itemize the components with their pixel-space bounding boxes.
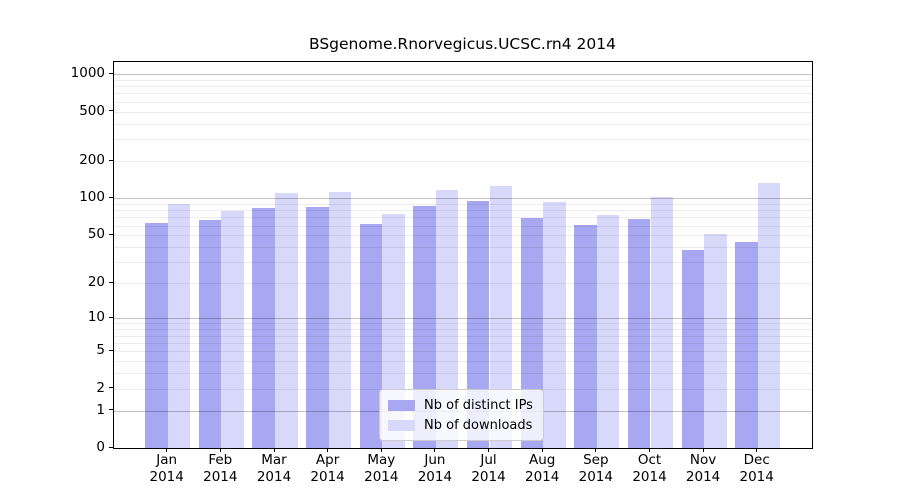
bar-distinct-ips-feb: [198, 219, 222, 448]
gridline-major: [114, 198, 812, 200]
x-tick-label-month: Nov: [689, 452, 717, 468]
bar-distinct-ips-jan: [145, 222, 168, 448]
plot-area: Nb of distinct IPs Nb of downloads: [113, 61, 813, 449]
bar-downloads-sep: [596, 215, 620, 448]
bar-distinct-ips-mar: [252, 207, 275, 448]
gridline-minor: [114, 111, 812, 113]
x-tick-label-month: Mar: [261, 452, 287, 468]
gridline-minor: [114, 210, 812, 212]
bar-downloads-feb: [221, 210, 244, 448]
x-tick-label: Sep 2014: [564, 452, 628, 486]
bar-downloads-nov: [704, 234, 727, 448]
x-tick-label: Jul 2014: [457, 452, 521, 486]
bar-distinct-ips-sep: [574, 224, 597, 448]
x-tick-label-year: 2014: [471, 469, 506, 485]
y-tick-label: 0: [96, 439, 105, 455]
x-tick-label-month: May: [367, 452, 396, 468]
x-tick-label: Dec 2014: [725, 452, 789, 486]
legend-row-distinct-ips: Nb of distinct IPs: [388, 395, 533, 415]
y-tick-label: 100: [79, 189, 105, 206]
chart-title: BSgenome.Rnorvegicus.UCSC.rn4 2014: [308, 35, 616, 53]
y-tick-label: 20: [87, 274, 105, 291]
legend: Nb of distinct IPs Nb of downloads: [379, 389, 544, 441]
gridline-minor: [114, 123, 812, 125]
y-tick-label: 50: [87, 226, 105, 243]
legend-row-downloads: Nb of downloads: [388, 415, 533, 435]
bar-distinct-ips-dec: [735, 242, 758, 448]
x-tick-label-month: Aug: [529, 452, 556, 468]
bar-distinct-ips-jun: [413, 206, 436, 448]
x-tick-label-month: Feb: [208, 452, 233, 468]
x-tick-label-month: Dec: [743, 452, 770, 468]
x-tick-label: Nov 2014: [671, 452, 735, 486]
x-tick-label: Jun 2014: [403, 452, 467, 486]
bar-downloads-oct: [650, 196, 674, 448]
x-tick-label: Feb 2014: [188, 452, 252, 486]
bar-downloads-jul: [489, 186, 513, 448]
y-tick-label: 5: [96, 342, 105, 358]
bar-distinct-ips-apr: [306, 206, 329, 448]
x-tick-label-month: Jan: [156, 452, 178, 468]
x-tick-label-year: 2014: [632, 469, 667, 485]
gridline-minor: [114, 161, 812, 162]
gridline-minor: [114, 86, 812, 88]
legend-swatch-downloads: [388, 419, 415, 431]
bar-downloads-aug: [543, 202, 566, 448]
x-tick-label-month: Jun: [424, 452, 446, 468]
x-tick-label-year: 2014: [256, 469, 292, 485]
x-tick-label-year: 2014: [739, 469, 774, 485]
x-tick-label-year: 2014: [417, 469, 453, 485]
x-tick-label-year: 2014: [578, 469, 613, 485]
x-tick-label: Jan 2014: [135, 452, 199, 486]
x-tick-label-year: 2014: [149, 469, 184, 485]
y-tick-label: 10: [87, 309, 105, 326]
x-tick-label-month: Oct: [637, 452, 662, 468]
y-tick-label: 2: [96, 379, 105, 396]
x-tick-label-year: 2014: [525, 469, 560, 485]
x-tick-label-month: Apr: [315, 452, 340, 468]
gridline-minor: [114, 79, 812, 81]
x-tick-label: Mar 2014: [242, 452, 306, 486]
gridline-major: [114, 74, 812, 76]
x-tick-label: Aug 2014: [510, 452, 574, 486]
legend-label-downloads: Nb of downloads: [424, 417, 533, 433]
gridline-minor: [114, 101, 812, 103]
bar-downloads-mar: [275, 193, 298, 448]
bar-distinct-ips-may: [359, 223, 383, 448]
bar-downloads-jan: [167, 204, 191, 448]
bar-distinct-ips-oct: [627, 218, 651, 448]
bar-downloads-jun: [435, 190, 459, 448]
x-tick-label-year: 2014: [364, 469, 399, 485]
x-tick-label: Apr 2014: [296, 452, 360, 486]
bar-downloads-apr: [328, 192, 352, 448]
bar-distinct-ips-jul: [466, 201, 490, 448]
legend-label-distinct-ips: Nb of distinct IPs: [424, 397, 533, 413]
gridline-minor: [114, 217, 812, 219]
x-tick-label: Oct 2014: [618, 452, 682, 486]
bar-distinct-ips-nov: [681, 249, 705, 448]
x-tick-label-month: Jul: [480, 452, 497, 468]
x-tick-label-year: 2014: [203, 469, 238, 485]
bar-downloads-dec: [757, 182, 781, 448]
y-tick-label: 1000: [70, 65, 105, 82]
x-tick-label: May 2014: [349, 452, 413, 486]
y-tick-label: 500: [79, 102, 105, 119]
x-tick-label-year: 2014: [310, 469, 345, 485]
x-tick-label-month: Sep: [583, 452, 609, 468]
y-tick-label: 1: [96, 401, 105, 418]
gridline-minor: [114, 139, 812, 141]
gridline-minor: [114, 203, 812, 205]
x-tick-label-year: 2014: [685, 469, 721, 485]
gridline-minor: [114, 93, 812, 95]
legend-swatch-distinct-ips: [388, 399, 415, 411]
y-tick-label: 200: [79, 152, 105, 168]
